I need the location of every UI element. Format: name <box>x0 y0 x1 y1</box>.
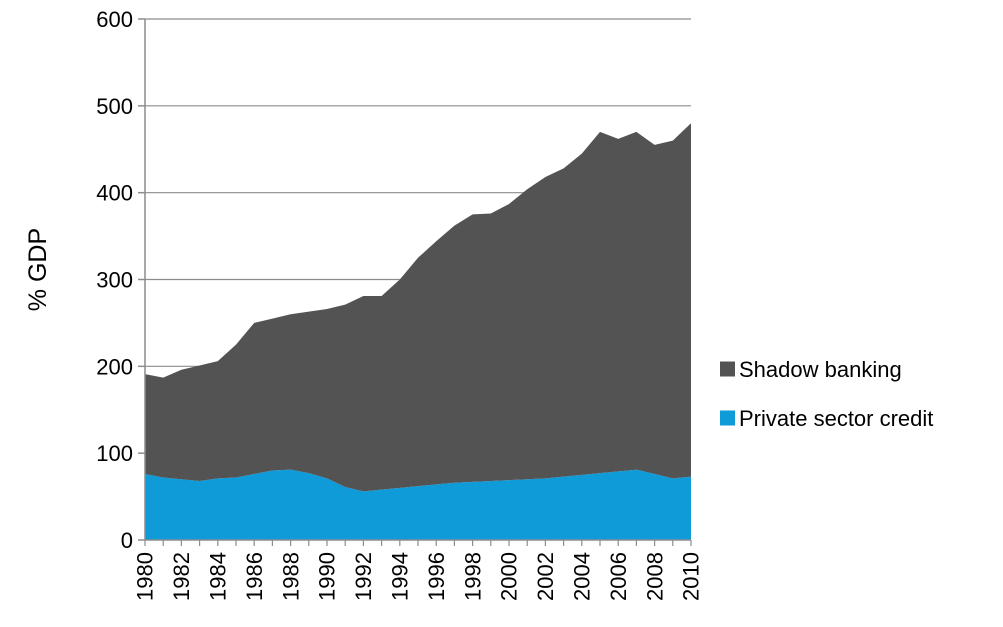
y-tick-label-0: 0 <box>121 528 133 553</box>
x-tick-label-1996: 1996 <box>424 552 449 601</box>
y-tick-label-300: 300 <box>96 268 133 293</box>
y-tick-label-100: 100 <box>96 441 133 466</box>
x-tick-label-1998: 1998 <box>460 552 485 601</box>
area-private-sector-credit <box>145 469 691 540</box>
y-axis-title: % GDP <box>24 228 52 311</box>
legend-label-private-sector-credit: Private sector credit <box>739 406 933 431</box>
legend-swatch-shadow-banking <box>720 361 735 377</box>
y-tick-label-200: 200 <box>96 354 133 379</box>
x-tick-label-1980: 1980 <box>133 552 158 601</box>
x-tick-label-2004: 2004 <box>570 552 595 601</box>
x-tick-label-2010: 2010 <box>679 552 704 601</box>
x-tick-label-1990: 1990 <box>315 552 340 601</box>
y-tick-label-600: 600 <box>96 7 133 32</box>
y-tick-label-500: 500 <box>96 94 133 119</box>
legend: Shadow banking Private sector credit <box>720 357 933 431</box>
x-tick-labels: 1980 1982 1984 1986 1988 1990 1992 1994 1996 1998… <box>133 552 704 601</box>
x-tick-label-1992: 1992 <box>351 552 376 601</box>
x-tick-label-2002: 2002 <box>533 552 558 601</box>
x-tick-label-2000: 2000 <box>497 552 522 601</box>
x-tick-label-2006: 2006 <box>606 552 631 601</box>
axes <box>138 18 692 546</box>
x-tick-label-1988: 1988 <box>278 552 303 601</box>
y-tick-labels: 0 100 200 300 400 500 600 <box>96 7 133 553</box>
x-tick-label-1994: 1994 <box>388 552 413 601</box>
legend-label-shadow-banking: Shadow banking <box>739 357 902 382</box>
x-tick-label-2008: 2008 <box>642 552 667 601</box>
legend-swatch-private-sector-credit <box>720 410 735 426</box>
x-tick-label-1986: 1986 <box>242 552 267 601</box>
x-tick-label-1984: 1984 <box>206 552 231 601</box>
area-shadow-banking <box>145 123 691 492</box>
series-areas <box>145 123 691 540</box>
y-tick-label-400: 400 <box>96 181 133 206</box>
x-tick-label-1982: 1982 <box>169 552 194 601</box>
